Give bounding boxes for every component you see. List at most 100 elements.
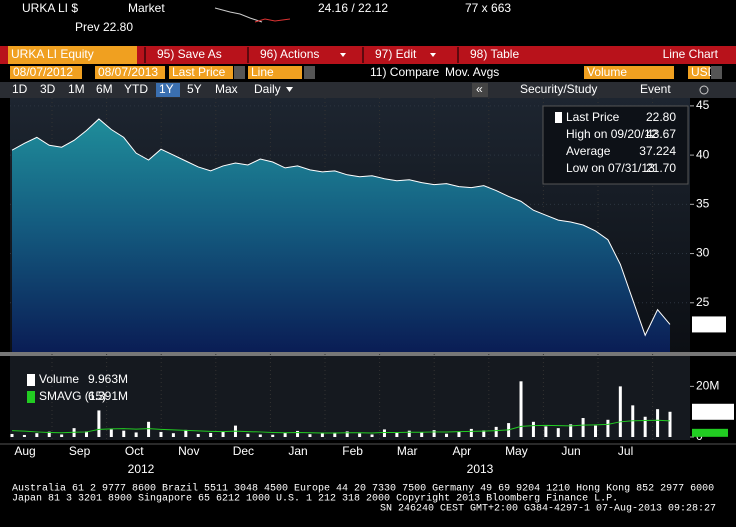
end-date[interactable]: 08/07/2013 bbox=[98, 65, 158, 79]
volume-bar bbox=[333, 432, 337, 437]
period-button[interactable]: 1D bbox=[12, 82, 28, 96]
collapse-icon: « bbox=[476, 82, 483, 96]
volume-bar bbox=[594, 425, 598, 437]
volume-bar bbox=[656, 409, 660, 437]
collapse-button[interactable] bbox=[472, 83, 488, 97]
legend-value: 43.67 bbox=[646, 127, 676, 141]
tool-button[interactable]: Event bbox=[640, 82, 671, 96]
legend-swatch bbox=[27, 391, 35, 403]
x-tick-label: Nov bbox=[178, 444, 199, 458]
price-area bbox=[12, 118, 670, 353]
panel-divider bbox=[0, 352, 736, 356]
volume-bar bbox=[370, 434, 374, 437]
dropdown[interactable] bbox=[304, 66, 315, 79]
footer-line: Japan 81 3 3201 8900 Singapore 65 6212 1… bbox=[12, 493, 618, 505]
volume-bar bbox=[531, 421, 535, 437]
toolbar-button[interactable]: 96) Actions bbox=[260, 47, 319, 61]
period-button[interactable]: Max bbox=[215, 82, 238, 96]
start-date-box[interactable] bbox=[10, 66, 82, 79]
toolbar-button[interactable]: 95) Save As bbox=[157, 47, 222, 61]
x-tick-label: Dec bbox=[233, 444, 254, 458]
dropdown-arrow bbox=[430, 53, 436, 57]
volume-bar bbox=[147, 421, 151, 437]
prev-label: Prev bbox=[75, 20, 100, 34]
y-tick-label: 35 bbox=[696, 196, 710, 210]
volume-bar bbox=[382, 429, 386, 437]
period-button[interactable]: 6M bbox=[96, 82, 113, 96]
field-box[interactable] bbox=[169, 66, 233, 79]
sparkline bbox=[254, 18, 291, 23]
sma-line bbox=[11, 419, 671, 434]
volume-bar bbox=[494, 426, 498, 437]
toolbar bbox=[0, 46, 736, 64]
settings-icon[interactable] bbox=[699, 85, 709, 95]
volume-bar bbox=[84, 431, 88, 437]
volume-bar bbox=[60, 434, 64, 437]
lower-panel[interactable]: Volume bbox=[587, 65, 627, 79]
x-tick-label: Sep bbox=[69, 444, 91, 458]
volume-bar bbox=[122, 430, 126, 437]
legend-label: Average bbox=[566, 144, 611, 158]
volume-bar bbox=[320, 433, 324, 437]
period-button[interactable]: 5Y bbox=[187, 82, 202, 96]
prev-value: 22.80 bbox=[103, 20, 133, 34]
last-price-box bbox=[692, 316, 726, 333]
start-date[interactable]: 08/07/2012 bbox=[13, 65, 73, 79]
ticker: URKA LI $ bbox=[22, 1, 78, 15]
volume-bar bbox=[606, 419, 610, 437]
style[interactable]: Line bbox=[251, 65, 274, 79]
volume-bar bbox=[469, 428, 473, 437]
frequency[interactable]: Daily bbox=[254, 82, 281, 96]
end-date-box[interactable] bbox=[95, 66, 165, 79]
volume-bar bbox=[358, 433, 362, 437]
period-button[interactable]: 3D bbox=[40, 82, 56, 96]
volume-bar bbox=[668, 411, 672, 437]
tool-button[interactable]: Security/Study bbox=[520, 82, 597, 96]
dropdown[interactable] bbox=[711, 66, 722, 79]
security[interactable]: URKA LI Equity bbox=[11, 47, 94, 61]
toolbar-button[interactable]: 98) Table bbox=[470, 47, 519, 61]
legend-swatch bbox=[27, 374, 35, 386]
toolbar-button[interactable]: 97) Edit bbox=[375, 47, 417, 61]
field[interactable]: Last Price bbox=[172, 65, 226, 79]
volume-bar bbox=[196, 433, 200, 437]
style-box[interactable] bbox=[248, 66, 302, 79]
volume-bar bbox=[581, 418, 585, 437]
last-volume-box bbox=[692, 403, 734, 420]
volume-bar bbox=[109, 429, 113, 437]
period-button[interactable]: YTD bbox=[124, 82, 148, 96]
compare[interactable]: 11) Compare bbox=[370, 65, 439, 79]
legend-label: SMAVG (15) bbox=[39, 389, 106, 403]
y-tick-label: 40 bbox=[696, 147, 710, 161]
year-label: 2012 bbox=[128, 462, 155, 476]
dropdown[interactable] bbox=[234, 66, 245, 79]
currency-box[interactable] bbox=[688, 66, 710, 79]
x-tick-label: Jan bbox=[288, 444, 307, 458]
period-selected[interactable] bbox=[156, 83, 180, 97]
volume-bar bbox=[221, 431, 225, 437]
y-tick-label: 20M bbox=[696, 379, 719, 393]
legend-label: Last Price bbox=[566, 110, 620, 124]
lower-panel-box[interactable] bbox=[584, 66, 674, 79]
legend-value: 6.391M bbox=[88, 389, 128, 403]
footer-line: Australia 61 2 9777 8600 Brazil 5511 304… bbox=[12, 483, 714, 495]
view-name: Line Chart bbox=[663, 47, 719, 61]
volume-bar bbox=[246, 433, 250, 437]
volume-bar bbox=[445, 433, 449, 437]
period-button[interactable]: 1Y bbox=[159, 82, 174, 96]
period-bar bbox=[0, 82, 736, 98]
dropdown-arrow bbox=[340, 53, 346, 57]
volume-bar bbox=[432, 430, 436, 437]
quote-size: 77 x 663 bbox=[465, 1, 511, 15]
volume-bar bbox=[345, 431, 349, 437]
legend-label: High on 09/20/12 bbox=[566, 127, 658, 141]
footer-line: SN 246240 CEST GMT+2:00 G384-4297-1 07-A… bbox=[380, 504, 716, 515]
x-tick-label: Apr bbox=[452, 444, 471, 458]
period-button[interactable]: 1M bbox=[68, 82, 85, 96]
mov-avgs[interactable]: Mov. Avgs bbox=[445, 65, 499, 79]
volume-bar bbox=[209, 432, 213, 437]
currency[interactable]: USD bbox=[691, 65, 717, 79]
legend-label: Volume bbox=[39, 372, 79, 386]
security-box[interactable] bbox=[8, 46, 137, 64]
dropdown-arrow bbox=[286, 87, 293, 92]
